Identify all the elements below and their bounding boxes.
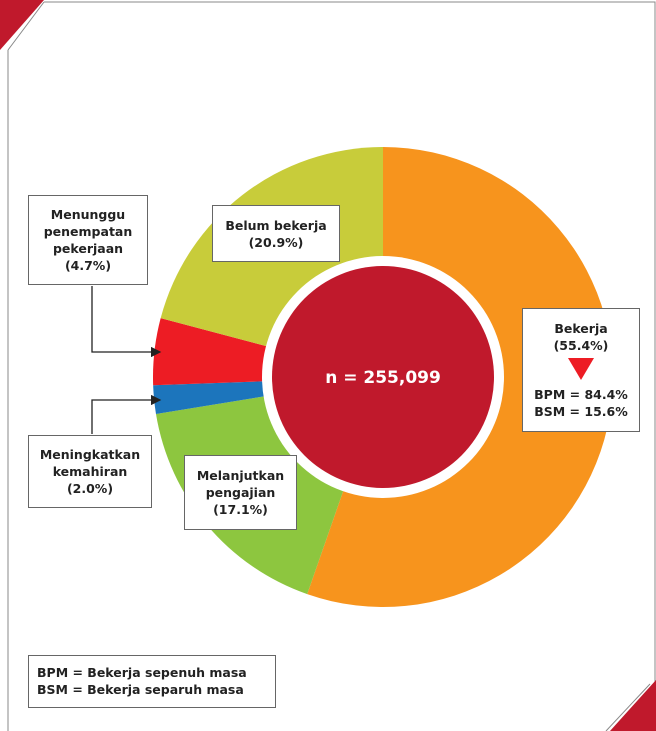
frame	[605, 683, 651, 731]
category-label: Meningkatkan kemahiran	[39, 447, 141, 479]
center-circle	[272, 266, 494, 488]
label-box: Bekerja (55.4%) BPM = 84.4% BSM = 15.6%	[522, 308, 640, 432]
category-label: Bekerja	[554, 321, 608, 336]
connector	[91, 286, 162, 358]
triangle-icon	[568, 358, 594, 380]
value-label: (20.9%)	[248, 234, 304, 250]
connector	[91, 394, 162, 434]
label-box: Menunggu penempatan pekerjaan (4.7%)	[28, 195, 148, 285]
category-label: Belum bekerja	[225, 217, 327, 233]
value-label: (4.7%)	[64, 258, 112, 273]
category-label: Menunggu penempatan pekerjaan	[43, 207, 133, 256]
category-label: Melanjutkan pengajian	[196, 468, 285, 500]
center-label: n = 255,099	[325, 368, 441, 388]
annotation: BPM = 84.4%	[534, 387, 628, 402]
value-label: (17.1%)	[213, 502, 268, 517]
notes-box: BPM = Bekerja sepenuh masa BSM = Bekerja…	[28, 655, 276, 708]
note: BPM = Bekerja sepenuh masa	[37, 665, 247, 680]
label-box: Melanjutkan pengajian (17.1%)	[184, 455, 297, 530]
note: BSM = Bekerja separuh masa	[37, 682, 244, 697]
label-box: Belum bekerja (20.9%)	[212, 205, 340, 262]
label-box: Meningkatkan kemahiran (2.0%)	[28, 435, 152, 508]
value-label: (55.4%)	[553, 338, 609, 353]
frame	[7, 1, 656, 731]
corner-decoration	[610, 680, 656, 731]
value-label: (2.0%)	[66, 481, 114, 496]
corner-decoration	[0, 0, 44, 50]
annotation: BSM = 15.6%	[534, 404, 628, 419]
